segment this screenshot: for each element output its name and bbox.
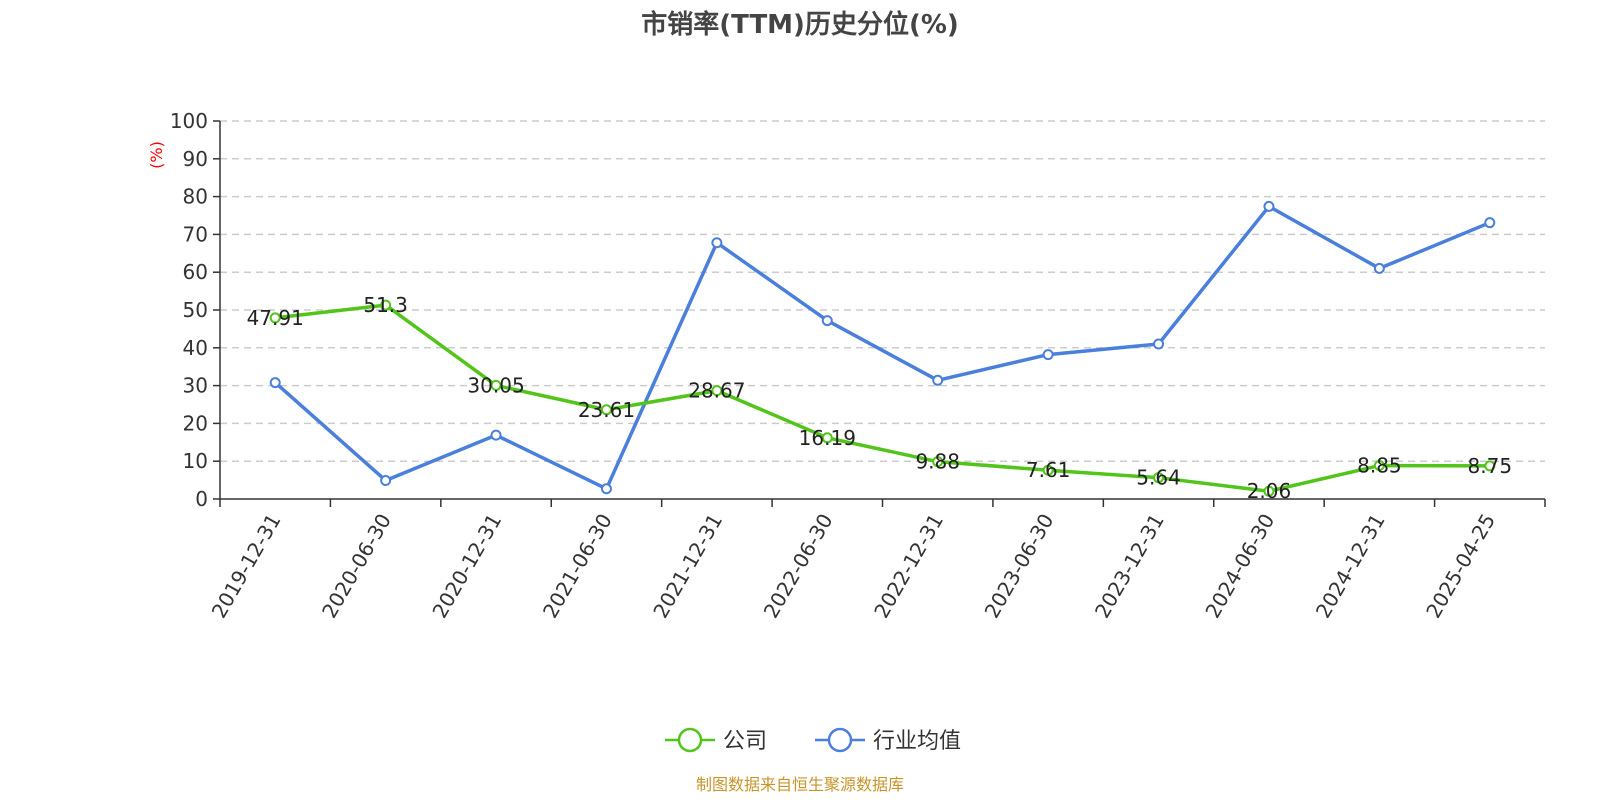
x-tick-label-2024-12-31: 2024-12-31 [1311, 510, 1390, 623]
data-point-0-6 [932, 456, 944, 468]
y-axis-unit: (%) [147, 141, 166, 169]
data-point-0-10 [1373, 460, 1385, 472]
data-label-0-6: 9.88 [915, 450, 960, 474]
legend[interactable]: 公司 行业均值 [665, 727, 961, 754]
data-point-0-1 [380, 299, 392, 311]
data-label-0-3: 23.61 [578, 398, 635, 422]
x-tick-label-2022-12-31: 2022-12-31 [869, 509, 948, 622]
y-tick-label-40: 40 [183, 336, 208, 360]
data-point-0-11 [1484, 460, 1496, 472]
data-point-0-9 [1263, 485, 1275, 497]
x-tick-label-2021-12-31: 2021-12-31 [648, 510, 727, 623]
x-tick-label-2025-04-25: 2025-04-25 [1421, 510, 1500, 623]
data-point-0-0 [269, 312, 281, 324]
data-point-0-2 [490, 379, 502, 391]
data-label-0-9: 2.06 [1247, 479, 1292, 503]
data-point-0-3 [600, 404, 612, 416]
data-label-0-7: 7.61 [1026, 458, 1071, 482]
x-axis-ticks: 2019-12-31 2020-06-30 2020-12-31 2021-06-30… [207, 499, 1546, 623]
data-point-1-11 [1484, 217, 1496, 229]
y-tick-label-90: 90 [183, 147, 208, 171]
chart-title: 市销率(TTM)历史分位(%) [641, 9, 959, 40]
data-point-1-0 [269, 377, 281, 389]
legend-item-0[interactable]: 公司 [665, 727, 767, 754]
legend-label-0: 公司 [723, 729, 767, 754]
data-point-0-7 [1042, 464, 1054, 476]
data-point-1-5 [821, 315, 833, 327]
x-tick-label-2022-06-30: 2022-06-30 [759, 510, 838, 623]
data-label-0-11: 8.75 [1468, 454, 1513, 478]
x-tick-label-2020-12-31: 2020-12-31 [427, 509, 506, 622]
x-tick-label-2024-06-30: 2024-06-30 [1200, 510, 1279, 623]
y-tick-label-20: 20 [183, 411, 208, 435]
series-line-0 [275, 303, 1490, 493]
y-tick-label-70: 70 [183, 222, 208, 246]
data-labels: 47.91 51.3 30.05 23.61 28.67 16.19 9.88 7.61 5.6… [247, 293, 1512, 503]
data-label-0-0: 47.91 [247, 306, 304, 330]
data-point-1-3 [600, 483, 612, 495]
data-source: 制图数据来自恒生聚源数据库 [696, 775, 904, 794]
x-tick-label-2023-06-30: 2023-06-30 [980, 510, 1059, 623]
y-tick-label-10: 10 [183, 449, 208, 473]
data-point-1-7 [1042, 349, 1054, 361]
x-tick-label-2019-12-31: 2019-12-31 [207, 510, 286, 623]
y-axis-ticks: 0 10 20 30 40 50 60 70 80 90 100 [170, 109, 220, 511]
y-tick-label-0: 0 [195, 487, 208, 511]
series-group [269, 200, 1496, 497]
legend-item-1[interactable]: 行业均值 [815, 727, 961, 754]
data-label-0-10: 8.85 [1357, 454, 1402, 478]
y-tick-label-80: 80 [183, 185, 208, 209]
grid-lines [220, 120, 1545, 462]
data-label-0-2: 30.05 [467, 373, 524, 397]
data-label-0-5: 16.19 [799, 426, 856, 450]
series-line-1 [274, 204, 1491, 491]
x-tick-label-2023-12-31: 2023-12-31 [1090, 510, 1169, 623]
y-tick-label-50: 50 [183, 298, 208, 322]
legend-marker-1 [827, 727, 853, 753]
data-point-1-4 [711, 237, 723, 249]
data-point-1-10 [1373, 262, 1385, 274]
data-point-0-4 [711, 385, 723, 397]
data-point-1-2 [490, 429, 502, 441]
data-label-0-8: 5.64 [1136, 466, 1181, 490]
data-point-1-6 [932, 374, 944, 386]
y-tick-label-60: 60 [183, 260, 208, 284]
x-tick-label-2021-06-30: 2021-06-30 [538, 510, 617, 623]
x-tick-label-2020-06-30: 2020-06-30 [317, 510, 396, 623]
y-tick-label-30: 30 [183, 374, 208, 398]
legend-label-1: 行业均值 [873, 729, 961, 754]
data-label-0-4: 28.67 [688, 379, 745, 403]
data-point-1-9 [1263, 200, 1275, 212]
y-tick-label-100: 100 [170, 109, 208, 133]
data-point-1-8 [1153, 338, 1165, 350]
data-label-0-1: 51.3 [363, 293, 408, 317]
legend-marker-0 [677, 727, 703, 753]
data-point-0-8 [1153, 472, 1165, 484]
data-point-1-1 [380, 474, 392, 486]
data-point-0-5 [821, 432, 833, 444]
